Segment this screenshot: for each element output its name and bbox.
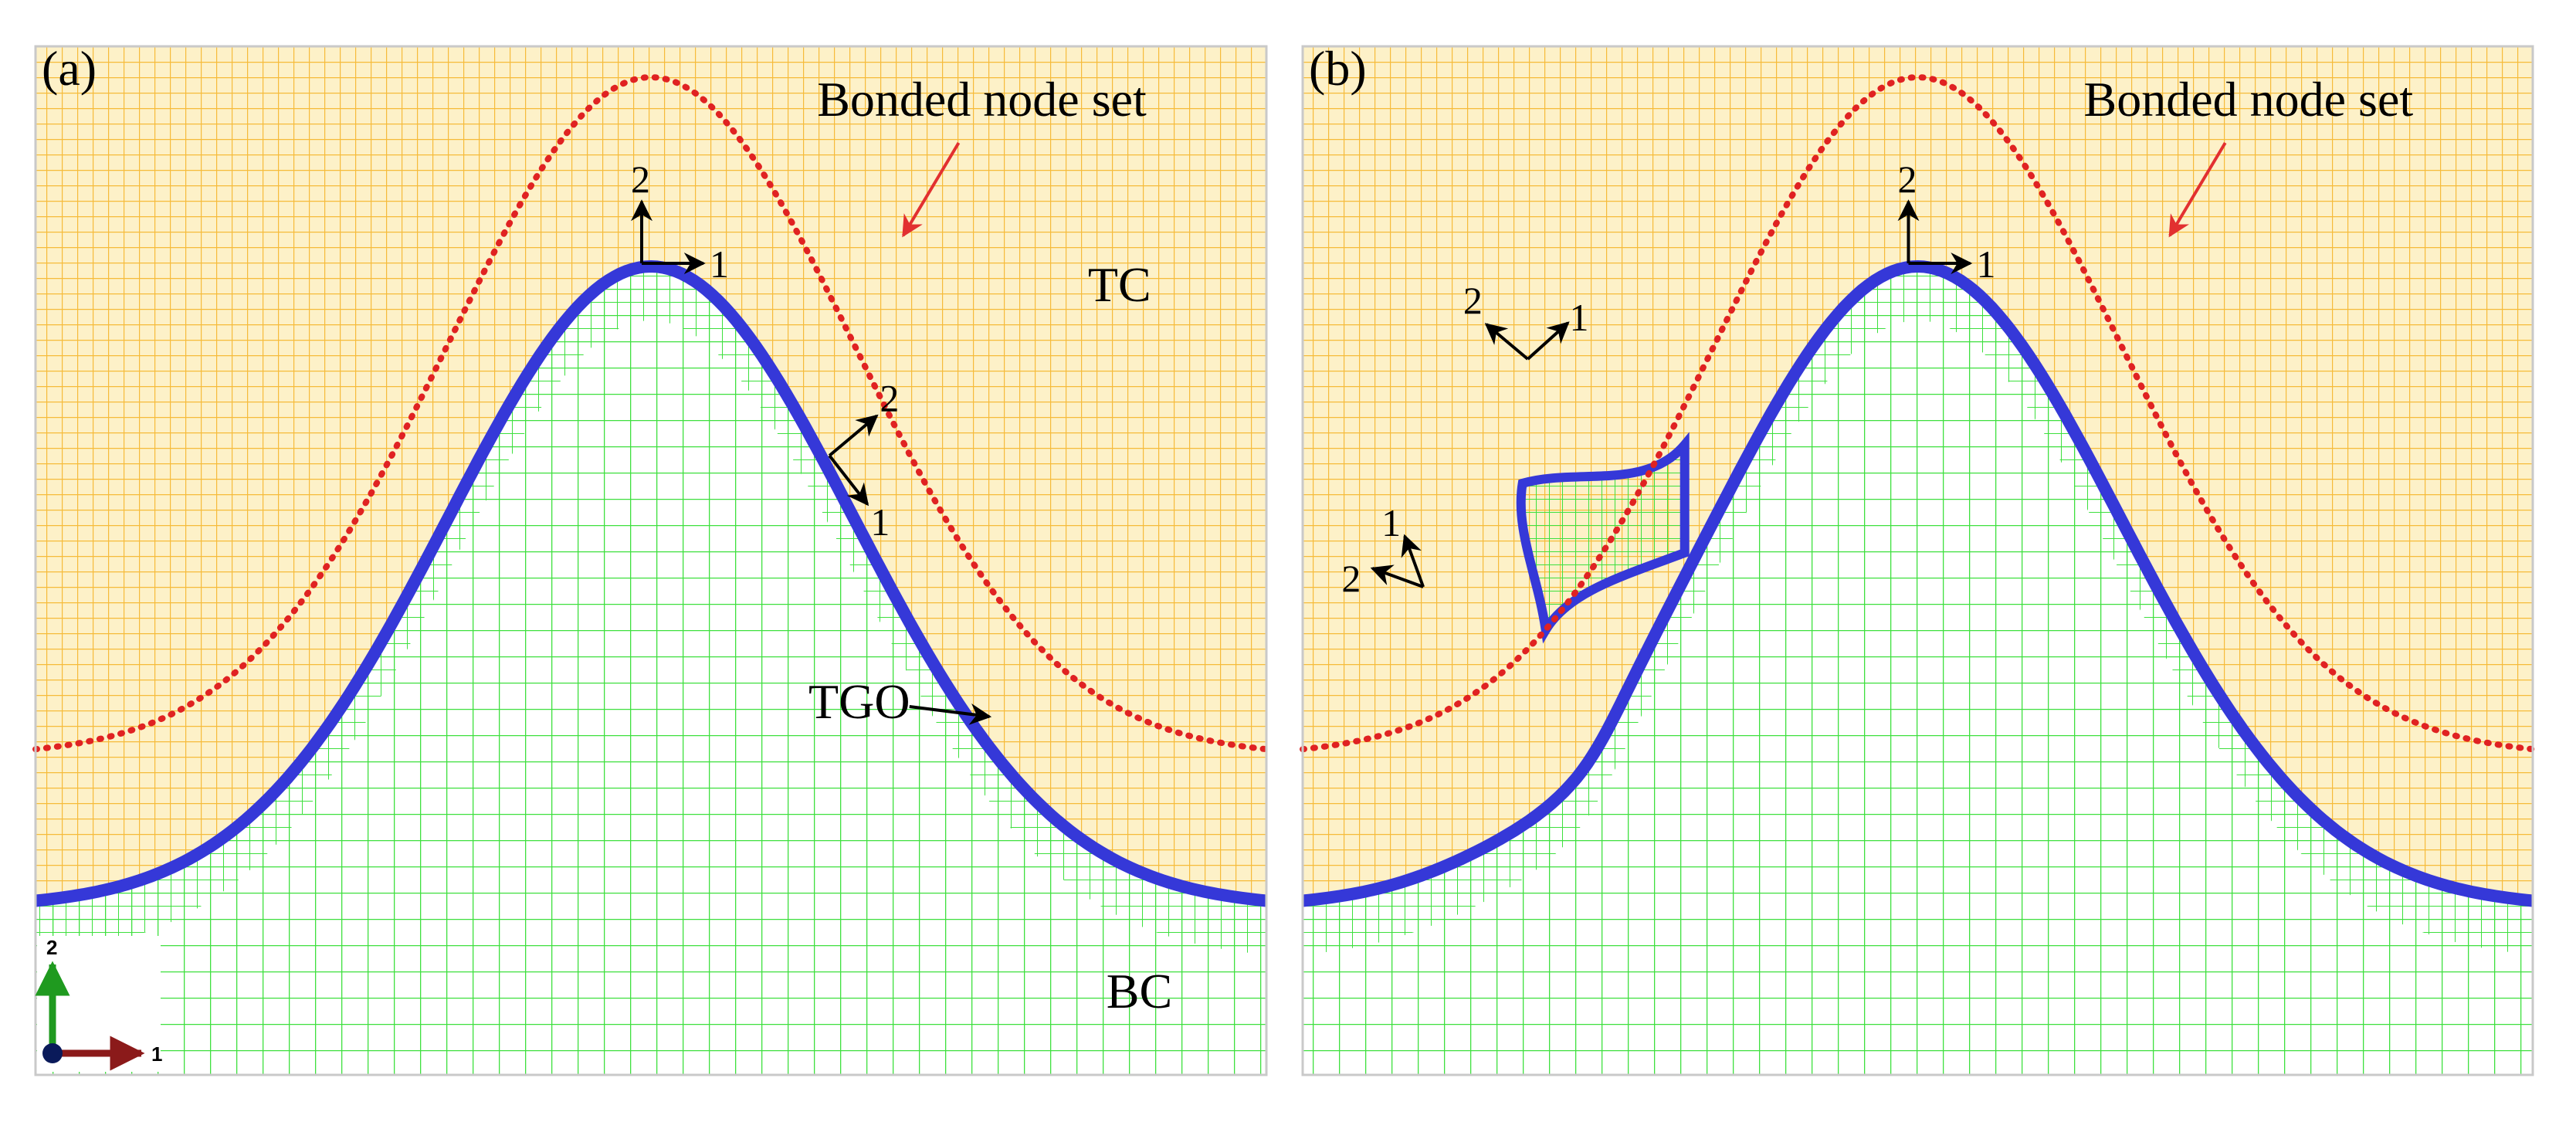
panel-a: (a) Bonded node set TC BC TGO 1 2 1 2 1 … [32,41,1269,1076]
bc-fine-mesh [36,266,1266,955]
local-axes-flank: 1 2 [828,377,899,544]
defect-notch [1516,432,1690,644]
local-axis-1-label: 1 [710,242,729,286]
bonded-node-set-label: Bonded node set [2084,72,2414,127]
local-axis-1-label: 1 [870,500,890,544]
local-axis-2-label: 2 [1341,557,1361,600]
local-axis-1-arrow [1401,534,1425,588]
tgo-layer [1302,260,2534,907]
local-axis-1-arrow [828,454,869,507]
region-label-tc: TC [1088,257,1151,312]
local-axis-2-label: 2 [880,377,899,420]
local-axis-2-arrow [1370,564,1424,588]
triad-axis-1-label: 1 [151,1042,162,1066]
panel-label: (a) [42,41,97,96]
bonded-node-set-label: Bonded node set [817,72,1147,127]
panel-b: (b) Bonded node set 1 2 1 2 1 2 [1300,41,2536,1076]
panel-label: (b) [1309,41,1367,96]
bc-fine-mesh [1303,266,2533,955]
local-axis-1-label: 1 [1977,242,1996,286]
panel-frame [34,45,1268,1076]
region-label-bc: BC [1107,964,1172,1019]
triad-axis-2-label: 2 [46,936,57,959]
bonded-node-set-arrow [902,141,961,238]
coordinate-triad-icon: 1 2 [35,936,162,1072]
local-axis-1-arrow [1527,321,1570,361]
bc-mesh [36,266,1266,1075]
triad-origin [42,1043,63,1063]
local-axes-top: 1 2 [1897,158,1996,286]
tgo-arrow [909,703,992,725]
local-axis-2-label: 2 [1463,279,1483,322]
local-axes-upper-flank: 1 2 [1463,279,1589,361]
bonded-node-set-curve [32,73,1269,753]
bonded-node-set-curve [1300,73,2536,753]
local-axes-top: 1 2 [631,158,729,286]
local-axis-2-arrow [1484,323,1529,361]
local-axis-1-label: 1 [1570,296,1589,339]
local-axis-2-arrow [828,414,879,457]
tgo-layer [35,260,1267,907]
panel-frame [1301,45,2534,1076]
local-axis-2-label: 2 [631,158,650,201]
local-axes-defect: 1 2 [1341,501,1425,600]
local-axis-1-label: 1 [1381,501,1401,544]
local-axis-2-label: 2 [1898,158,1917,201]
bc-mesh [1303,266,2533,1075]
tgo-label: TGO [808,674,910,729]
bonded-node-set-arrow [2168,141,2227,238]
